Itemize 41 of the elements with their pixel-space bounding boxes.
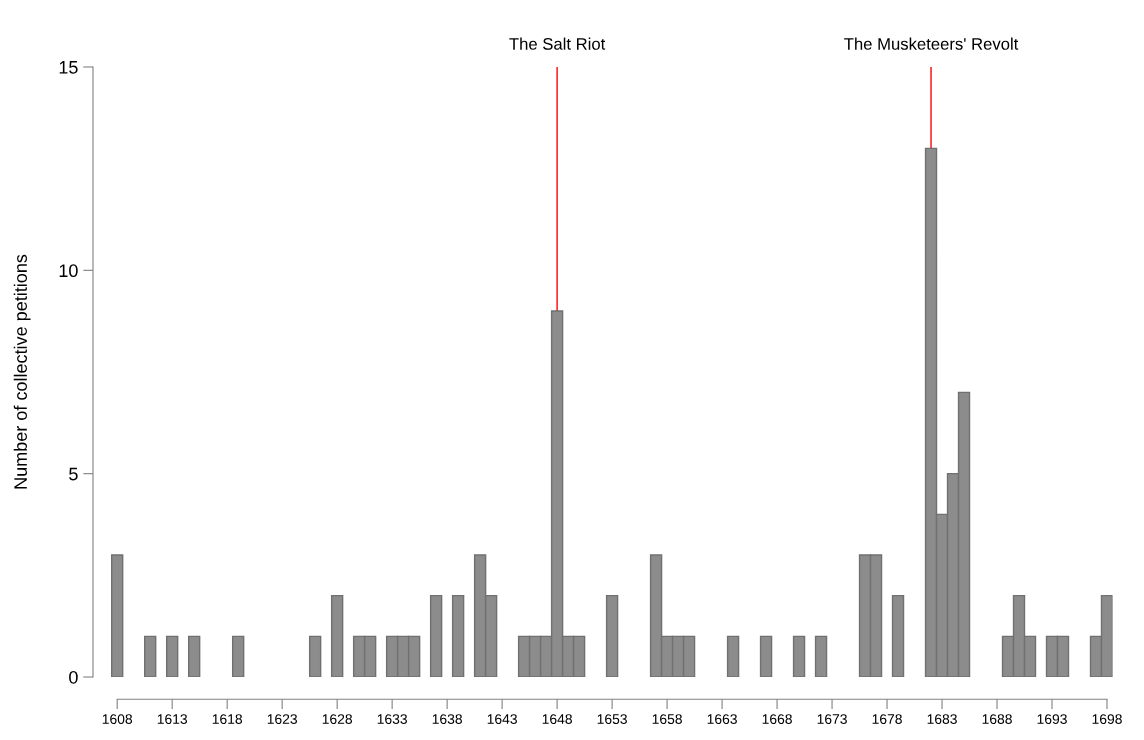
x-tick-label: 1638 (432, 714, 462, 725)
ref-line-label: The Salt Riot (509, 37, 606, 50)
x-tick-label: 1608 (102, 714, 133, 725)
bar (814, 635, 828, 677)
bar (605, 594, 619, 677)
y-tick-label: 5 (69, 467, 78, 481)
bar (143, 635, 157, 677)
bar (429, 594, 443, 677)
bar (308, 635, 322, 677)
bar (231, 635, 245, 677)
bar (759, 635, 773, 677)
bar (330, 594, 344, 677)
bar (111, 554, 124, 677)
x-tick-label: 1628 (322, 714, 352, 725)
bar (187, 635, 201, 677)
x-tick-label: 1643 (487, 714, 517, 725)
x-tick-label: 1623 (267, 714, 297, 725)
bar (165, 635, 179, 677)
x-tick-label: 1683 (927, 714, 957, 725)
x-tick-label: 1613 (157, 714, 188, 725)
x-tick-label: 1698 (1092, 714, 1122, 725)
x-tick-label: 1663 (707, 714, 737, 725)
x-tick-label: 1653 (597, 714, 627, 725)
y-tick-label: 15 (59, 61, 78, 74)
x-tick-label: 1668 (762, 714, 792, 725)
ref-line-label: The Musketeers' Revolt (844, 37, 1019, 50)
x-tick-label: 1673 (817, 714, 847, 725)
x-tick-label: 1618 (212, 714, 243, 725)
x-tick-label: 1633 (377, 714, 407, 725)
bar (726, 635, 740, 677)
x-tick-label: 1648 (542, 714, 572, 725)
x-tick-label: 1688 (982, 714, 1012, 725)
x-tick-label: 1693 (1037, 714, 1067, 725)
y-tick-label: 10 (59, 264, 78, 278)
bar (451, 594, 465, 677)
x-tick-label: 1678 (872, 714, 902, 725)
y-tick-label: 0 (69, 670, 78, 684)
y-axis-title: Number of collective petitions (13, 254, 31, 489)
x-tick-label: 1658 (652, 714, 682, 725)
bar (792, 635, 806, 677)
bar (891, 594, 905, 677)
